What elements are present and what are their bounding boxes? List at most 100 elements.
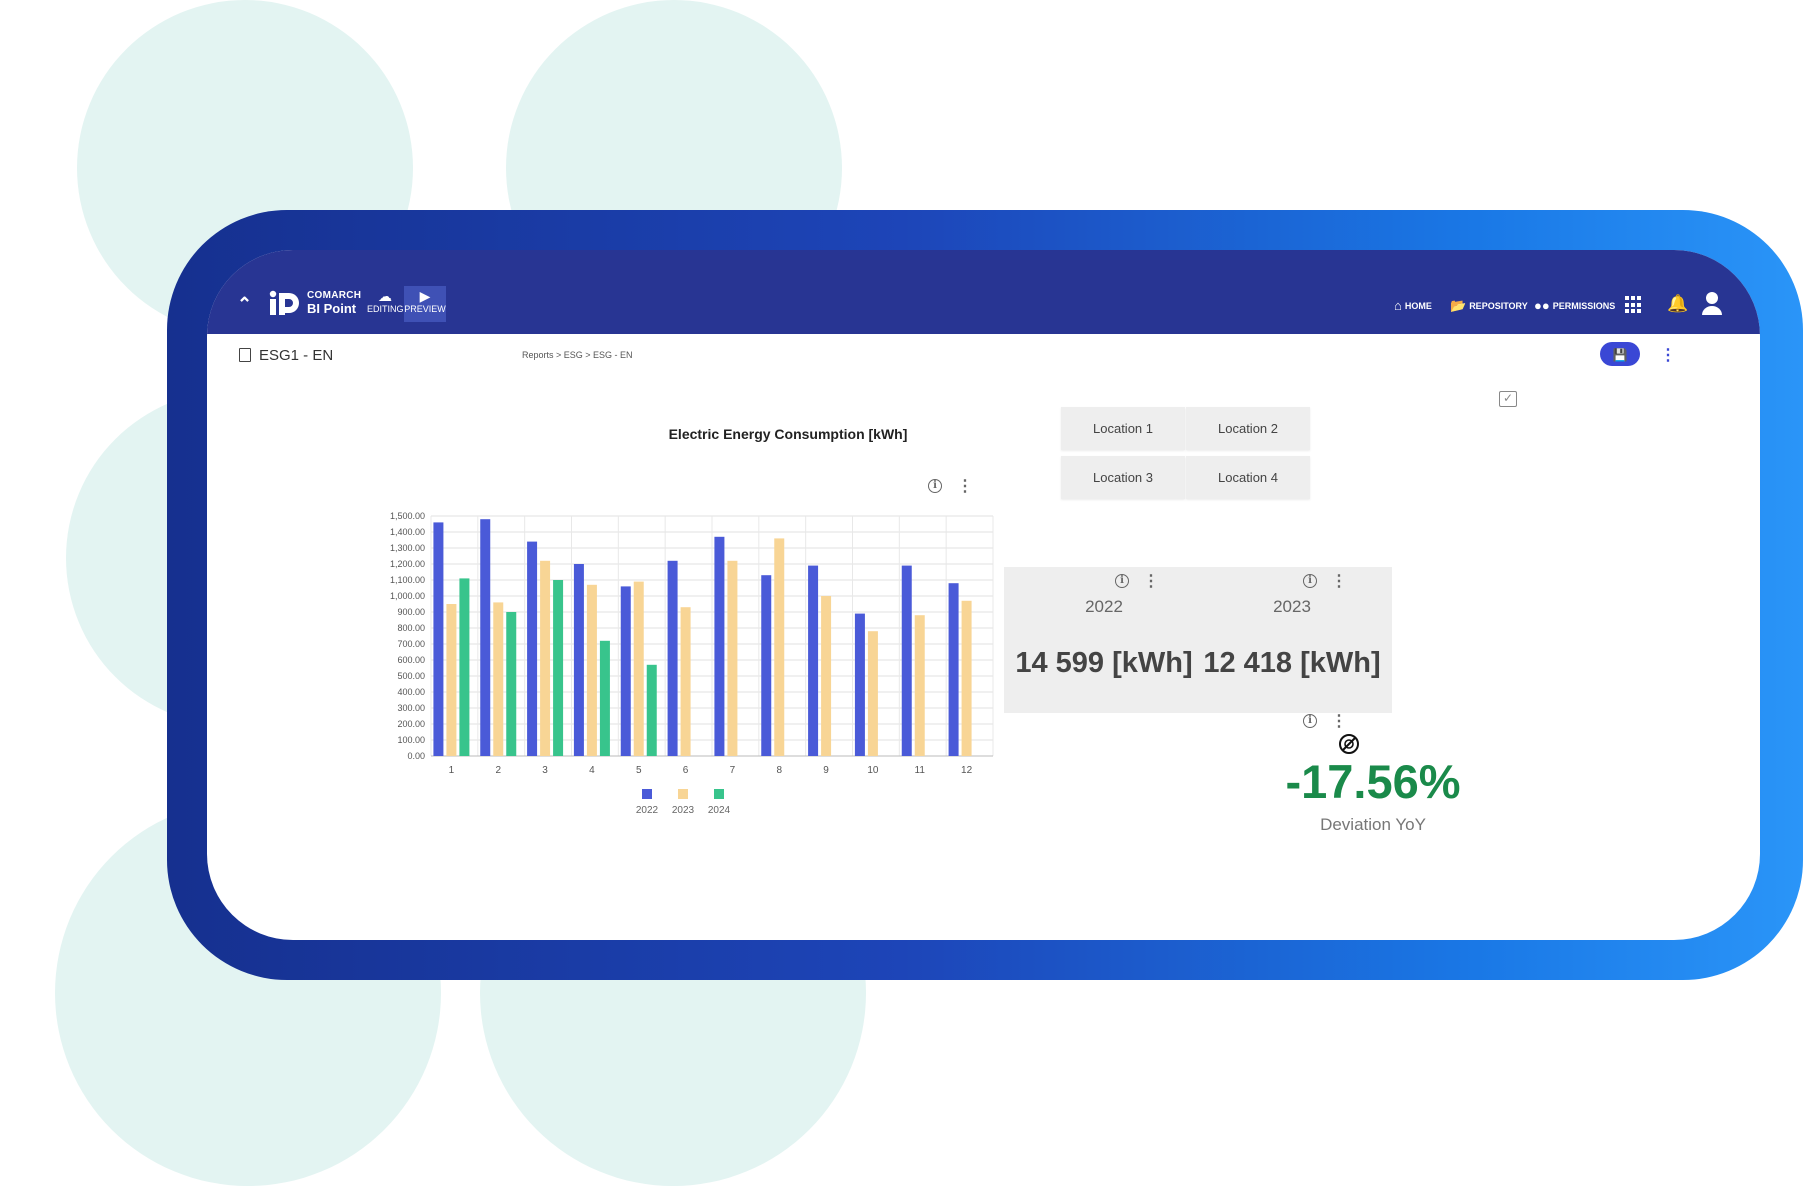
nav-home-label: HOME — [1404, 300, 1432, 311]
y-tick-label: 1,500.00 — [390, 511, 425, 521]
bar-2022 — [667, 560, 678, 756]
deviation-label: Deviation YoY — [1320, 815, 1426, 834]
y-tick-label: 200.00 — [397, 719, 425, 729]
legend-swatch-2022 — [642, 789, 652, 799]
bell-icon[interactable]: 🔔 — [1667, 294, 1689, 313]
legend-swatch-2023 — [678, 789, 688, 799]
nav-repository-label: REPOSITORY — [1469, 301, 1528, 311]
bar-2024 — [459, 578, 470, 756]
bar-2024 — [506, 612, 517, 756]
bar-2023 — [446, 604, 457, 756]
bar-2023 — [821, 596, 832, 756]
kpi-info-icon[interactable]: i — [1303, 574, 1317, 588]
chart-kebab-icon[interactable]: ⋮ — [957, 478, 973, 495]
mode-preview-button[interactable]: ▶ PREVIEW — [404, 286, 446, 322]
mode-editing-label: EDITING — [367, 304, 404, 314]
y-tick-label: 500.00 — [397, 671, 425, 681]
breadcrumb[interactable]: Reports > ESG > ESG - EN — [522, 350, 633, 360]
x-tick-label: 12 — [961, 765, 973, 776]
legend-label: 2022 — [636, 805, 659, 816]
gauge-icon — [1339, 734, 1359, 754]
x-tick-label: 11 — [915, 765, 926, 776]
bar-2023 — [727, 560, 738, 756]
y-tick-label: 1,100.00 — [390, 575, 425, 585]
location-4-button[interactable]: Location 4 — [1186, 456, 1310, 499]
bar-2023 — [633, 581, 644, 756]
kpi-year: 2022 — [1085, 597, 1123, 616]
y-tick-label: 600.00 — [397, 655, 425, 665]
nav-repository[interactable]: 📂 REPOSITORY — [1450, 298, 1528, 314]
checkbox-filter-icon[interactable]: ✓ — [1499, 391, 1517, 407]
chart-info-icon[interactable]: i — [928, 479, 942, 493]
report-title: ESG1 - EN — [259, 347, 334, 364]
y-tick-label: 1,300.00 — [390, 543, 425, 553]
home-icon: ⌂ — [1394, 298, 1402, 313]
bar-2023 — [914, 615, 925, 756]
location-1-button[interactable]: Location 1 — [1061, 407, 1185, 450]
y-tick-label: 0.00 — [407, 751, 425, 761]
bar-2023 — [540, 560, 551, 756]
bar-2022 — [948, 583, 959, 756]
bar-2022 — [808, 565, 819, 756]
report-header: ESG1 - EN Reports > ESG > ESG - EN 💾 ⋮ — [207, 334, 1760, 374]
kpi-info-icon[interactable]: i — [1115, 574, 1129, 588]
x-tick-label: 2 — [495, 765, 501, 776]
bar-2024 — [599, 640, 610, 756]
legend-label: 2024 — [708, 805, 731, 816]
brand-name: COMARCH BI Point — [307, 290, 361, 315]
location-3-button[interactable]: Location 3 — [1061, 456, 1185, 499]
x-tick-label: 8 — [776, 765, 782, 776]
bar-2022 — [854, 613, 865, 756]
users-icon: ●● — [1534, 298, 1550, 313]
y-tick-label: 100.00 — [397, 735, 425, 745]
x-tick-label: 9 — [823, 765, 829, 776]
deviation-info-icon[interactable]: i — [1303, 714, 1317, 728]
more-options-button[interactable]: ⋮ — [1654, 344, 1682, 366]
location-2-button[interactable]: Location 2 — [1186, 407, 1310, 450]
play-icon: ▶ — [419, 288, 431, 304]
y-tick-label: 400.00 — [397, 687, 425, 697]
top-bar: ⌃ COMARCH BI Point ☁ EDITING ▶ PREVIEW ⌂… — [207, 250, 1760, 334]
bar-2022 — [901, 565, 912, 756]
collapse-chevron-icon[interactable]: ⌃ — [237, 294, 253, 314]
x-tick-label: 4 — [589, 765, 595, 776]
save-icon: 💾 — [1612, 348, 1628, 362]
x-tick-label: 10 — [867, 765, 879, 776]
device-frame: ⌃ COMARCH BI Point ☁ EDITING ▶ PREVIEW ⌂… — [167, 210, 1803, 980]
brand-line-1: COMARCH — [307, 290, 362, 301]
user-avatar-icon[interactable] — [1701, 290, 1723, 316]
x-tick-label: 7 — [730, 765, 736, 776]
apps-grid-icon[interactable] — [1625, 296, 1643, 314]
mode-preview-label: PREVIEW — [404, 304, 446, 314]
app-screen: ⌃ COMARCH BI Point ☁ EDITING ▶ PREVIEW ⌂… — [207, 250, 1760, 940]
bar-2022 — [527, 541, 538, 756]
report-file-icon — [239, 348, 251, 362]
legend-swatch-2024 — [714, 789, 724, 799]
kpi-kebab-icon[interactable]: ⋮ — [1331, 573, 1347, 590]
bar-2022 — [761, 575, 772, 756]
x-tick-label: 3 — [542, 765, 548, 776]
nav-home[interactable]: ⌂ HOME — [1394, 298, 1432, 313]
bar-2024 — [646, 664, 657, 756]
y-tick-label: 300.00 — [397, 703, 425, 713]
bar-chart: 0.00 100.00 200.00 300.00 400.00 500.00 600.00… — [390, 511, 994, 816]
bar-2024 — [553, 580, 564, 756]
mode-editing-button[interactable]: ☁ EDITING — [367, 286, 404, 322]
kpi-kebab-icon[interactable]: ⋮ — [1143, 573, 1159, 590]
bar-2022 — [714, 536, 725, 756]
deviation-kebab-icon[interactable]: ⋮ — [1331, 713, 1347, 730]
brand-logo-icon — [269, 290, 299, 315]
save-button[interactable]: 💾 — [1600, 342, 1640, 366]
bar-2023 — [680, 607, 691, 756]
nav-permissions-label: PERMISSIONS — [1552, 300, 1616, 311]
nav-permissions[interactable]: ●● PERMISSIONS — [1534, 298, 1615, 313]
x-tick-label: 1 — [449, 765, 455, 776]
folder-icon: 📂 — [1450, 298, 1467, 313]
deviation-value: -17.56% — [1285, 755, 1461, 808]
y-tick-label: 1,200.00 — [390, 559, 425, 569]
bar-2023 — [774, 538, 785, 756]
kpi-value: 14 599 [kWh] — [1015, 647, 1193, 679]
chart-title: Electric Energy Consumption [kWh] — [668, 426, 908, 442]
y-tick-label: 1,000.00 — [390, 591, 425, 601]
editing-icon: ☁ — [378, 288, 392, 304]
